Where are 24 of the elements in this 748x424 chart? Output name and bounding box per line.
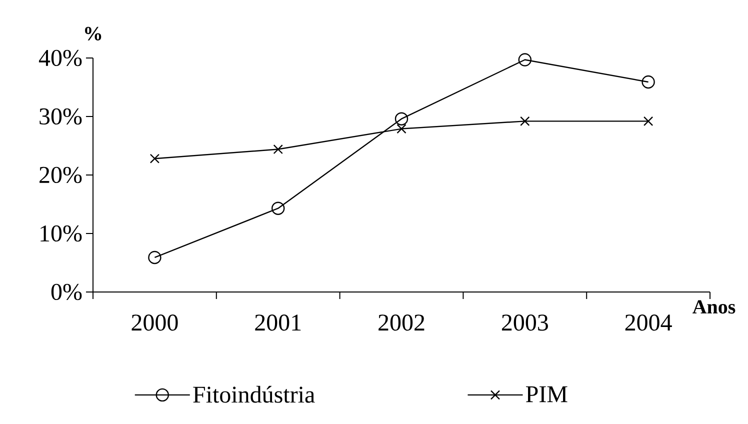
x-axis-title: Anos	[692, 300, 736, 314]
legend-label: PIM	[526, 386, 568, 402]
point	[394, 112, 408, 126]
point	[396, 124, 406, 134]
y-tick-label: 30%	[40, 108, 82, 125]
legend-label: Fitoindústria	[193, 386, 315, 403]
point	[642, 75, 655, 89]
y-tick-label: 20%	[40, 166, 82, 184]
point	[520, 116, 530, 126]
x-tick-label: 2001	[255, 314, 301, 331]
point	[150, 154, 160, 164]
x-tick-label: 2003	[502, 314, 548, 331]
y-tick-label: 10%	[40, 225, 82, 242]
y-axis-title: %	[85, 26, 102, 40]
y-tick-label: 0%	[51, 284, 82, 300]
x-tick-label: 2002	[378, 314, 424, 331]
point	[518, 53, 532, 66]
point	[273, 144, 283, 154]
point	[148, 250, 162, 264]
point	[643, 116, 654, 126]
point	[272, 202, 285, 215]
x-tick-label: 2004	[625, 314, 672, 331]
y-tick-label: 40%	[38, 50, 82, 66]
x-tick-label: 2000	[132, 314, 178, 331]
